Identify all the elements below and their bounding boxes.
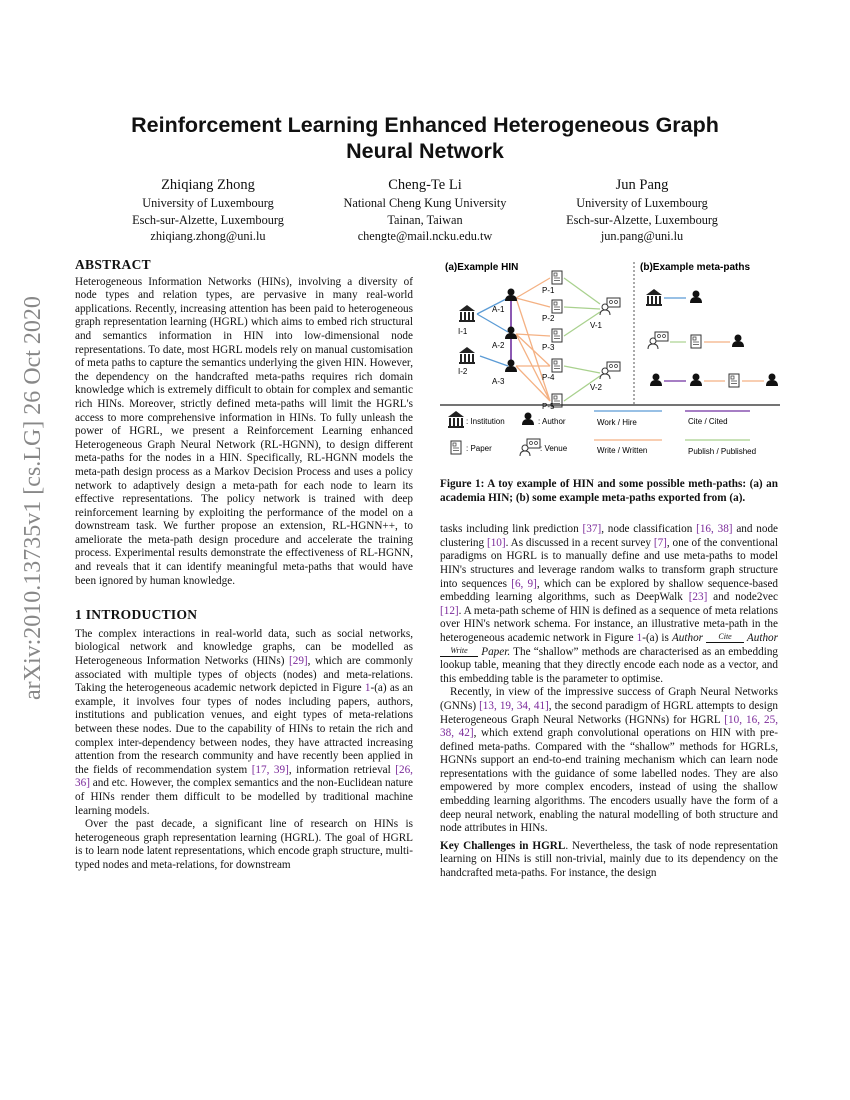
node-label: A-3 — [492, 377, 505, 386]
formula-cite-arrow: Cite — [706, 632, 744, 643]
abstract-text: Heterogeneous Information Networks (HINs… — [75, 275, 413, 587]
citation-link[interactable]: [6, 9] — [511, 577, 537, 590]
legend: : Institution : Author : Paper : Venue W… — [448, 410, 756, 457]
author-name: Jun Pang — [615, 177, 669, 193]
abstract-heading: ABSTRACT — [75, 257, 151, 272]
formula-author: Author — [746, 631, 778, 644]
paper-title: Reinforcement Learning Enhanced Heteroge… — [0, 112, 850, 164]
hin-edges — [476, 277, 601, 402]
author-affiliation: National Cheng Kung University — [343, 196, 507, 210]
meta-path-formula: Author Cite Author Write Paper. — [440, 632, 778, 658]
introduction-heading: 1 INTRODUCTION — [75, 607, 198, 623]
node-label: V-2 — [590, 383, 603, 392]
author-affiliation: University of Luxembourg — [142, 196, 274, 210]
author-email: jun.pang@uni.lu — [600, 229, 684, 243]
title-line-2: Neural Network — [346, 139, 504, 163]
author-location: Esch-sur-Alzette, Luxembourg — [566, 212, 718, 227]
author-location: Tainan, Taiwan — [387, 212, 463, 227]
node-label: A-1 — [492, 305, 505, 314]
figure-link[interactable]: 1 — [364, 682, 371, 695]
panel-a-label: (a)Example HIN — [445, 262, 518, 273]
author-email: chengte@mail.ncku.edu.tw — [357, 229, 493, 243]
legend-institution: : Institution — [466, 417, 505, 426]
citation-link[interactable]: [13, 19, 34, 41] — [479, 699, 549, 712]
citation-link[interactable]: [29] — [289, 655, 308, 668]
arxiv-identifier: arXiv:2010.13735v1 [cs.LG] 26 Oct 2020 — [20, 296, 46, 700]
legend-paper: : Paper — [466, 444, 492, 453]
figure-caption: Figure 1: A toy example of HIN and some … — [440, 478, 778, 504]
formula-write-arrow: Write — [440, 646, 478, 657]
node-label: V-1 — [590, 321, 603, 330]
figure-link[interactable]: 1 — [636, 631, 643, 644]
node-label: P-1 — [542, 286, 555, 295]
paragraph-text: The “shallow” methods are characterised … — [440, 645, 779, 685]
right-paragraph-1: tasks including link prediction [37], no… — [440, 523, 778, 686]
intro-paragraph-1: The complex interactions in real-world d… — [75, 627, 413, 817]
author-3: Jun Pang University of Luxembourg Esch-s… — [532, 176, 752, 245]
citation-link[interactable]: [26, 36] — [75, 763, 413, 790]
legend-author: : Author — [538, 417, 566, 426]
legend-venue: : Venue — [540, 444, 568, 453]
formula-paper: Paper. — [481, 645, 511, 658]
legend-work-hire: Work / Hire — [597, 418, 637, 427]
citation-link[interactable]: [17, 39] — [251, 763, 289, 776]
citation-link[interactable]: [12] — [440, 604, 459, 617]
node-label: P-2 — [542, 314, 555, 323]
node-label: I-2 — [458, 367, 468, 376]
figure-1: (a)Example HIN (b)Example meta-paths I-1… — [440, 256, 780, 466]
author-affiliation: University of Luxembourg — [576, 196, 708, 210]
key-challenges-heading: Key Challenges in HGRL — [440, 839, 566, 852]
node-label: P-4 — [542, 373, 555, 382]
citation-link[interactable]: [10, 16, 25, 38, 42] — [440, 713, 778, 740]
panel-b-label: (b)Example meta-paths — [640, 262, 750, 273]
author-2: Cheng-Te Li National Cheng Kung Universi… — [315, 176, 535, 245]
citation-link[interactable]: [23] — [688, 591, 708, 604]
title-line-1: Reinforcement Learning Enhanced Heteroge… — [131, 113, 719, 137]
legend-publish: Publish / Published — [688, 447, 756, 456]
citation-link[interactable]: [37] — [582, 523, 602, 536]
node-label: P-5 — [542, 402, 555, 411]
citation-link[interactable]: [7] — [653, 536, 667, 549]
node-label: I-1 — [458, 327, 468, 336]
author-1: Zhiqiang Zhong University of Luxembourg … — [98, 176, 318, 245]
right-paragraph-3: Key Challenges in HGRL. Nevertheless, th… — [440, 840, 778, 881]
right-paragraph-2: Recently, in view of the impressive succ… — [440, 686, 779, 835]
paragraph-text: tasks including link prediction [37], no… — [440, 523, 779, 644]
citation-link[interactable]: [16, 38] — [696, 523, 733, 536]
formula-author: Author — [671, 631, 704, 644]
intro-paragraph-2: Over the past decade, a significant line… — [75, 818, 413, 871]
author-location: Esch-sur-Alzette, Luxembourg — [132, 212, 284, 227]
legend-cite: Cite / Cited — [688, 417, 728, 426]
author-name: Cheng-Te Li — [388, 177, 462, 193]
hin-diagram: (a)Example HIN (b)Example meta-paths I-1… — [440, 262, 780, 457]
author-name: Zhiqiang Zhong — [161, 177, 255, 193]
left-column: ABSTRACT Heterogeneous Information Netwo… — [75, 258, 413, 873]
legend-write: Write / Written — [597, 446, 647, 455]
author-email: zhiqiang.zhong@uni.lu — [150, 229, 266, 243]
node-label: P-3 — [542, 343, 555, 352]
node-label: A-2 — [492, 341, 505, 350]
citation-link[interactable]: [10] — [486, 536, 506, 549]
right-column: Figure 1: A toy example of HIN and some … — [440, 478, 778, 881]
paragraph-text: . Nevertheless, the task of node represe… — [440, 839, 779, 880]
meta-paths — [646, 289, 778, 388]
